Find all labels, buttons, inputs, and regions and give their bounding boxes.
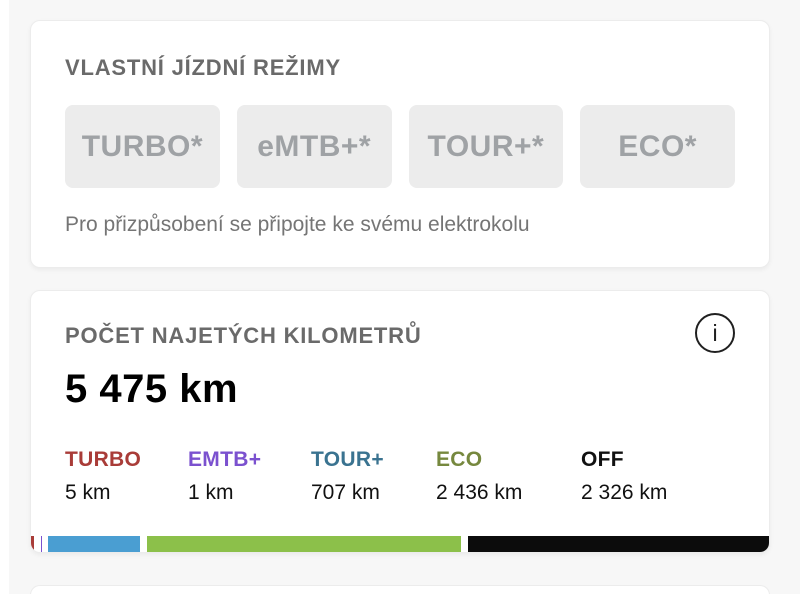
legend-value-eco: 2 436 km bbox=[436, 481, 523, 504]
legend-item-turbo: TURBO 5 km bbox=[65, 448, 188, 505]
legend-item-off: OFF 2 326 km bbox=[581, 448, 667, 505]
total-distance: 5 475 km bbox=[65, 367, 239, 411]
mode-button-emtb[interactable]: eMTB+* bbox=[236, 105, 392, 188]
legend-item-eco: ECO 2 436 km bbox=[436, 448, 581, 505]
legend-item-tour: TOUR+ 707 km bbox=[311, 448, 436, 505]
mileage-title: POČET NAJETÝCH KILOMETRŮ bbox=[65, 323, 422, 348]
legend-label-eco: ECO bbox=[436, 448, 483, 471]
legend-value-turbo: 5 km bbox=[65, 481, 111, 504]
custom-modes-title: VLASTNÍ JÍZDNÍ REŽIMY bbox=[65, 55, 341, 80]
mileage-header: POČET NAJETÝCH KILOMETRŮ i bbox=[65, 291, 735, 353]
bar-segment-tourplus bbox=[48, 536, 140, 552]
connect-hint: Pro přizpůsobení se připojte ke svému el… bbox=[65, 213, 530, 236]
bar-segment-off bbox=[468, 536, 769, 552]
left-edge-strip bbox=[0, 0, 9, 594]
mileage-stacked-bar bbox=[31, 536, 769, 552]
mode-button-turbo[interactable]: TURBO* bbox=[65, 105, 220, 188]
legend-value-off: 2 326 km bbox=[581, 481, 668, 504]
info-icon[interactable]: i bbox=[695, 313, 735, 353]
legend-value-emtb: 1 km bbox=[188, 481, 234, 504]
mode-buttons-row: TURBO* eMTB+* TOUR+* ECO* bbox=[65, 105, 735, 188]
legend-label-tour: TOUR+ bbox=[311, 448, 384, 471]
legend-value-tour: 707 km bbox=[311, 481, 380, 504]
bar-segment-turbo bbox=[31, 536, 34, 552]
legend-label-off: OFF bbox=[581, 448, 624, 471]
mode-button-eco[interactable]: ECO* bbox=[580, 105, 735, 188]
mileage-card: POČET NAJETÝCH KILOMETRŮ i 5 475 km TURB… bbox=[30, 290, 770, 553]
next-card-partial bbox=[30, 585, 770, 594]
legend-label-emtb: EMTB+ bbox=[188, 448, 262, 471]
mode-button-tour[interactable]: TOUR+* bbox=[408, 105, 564, 188]
info-icon-glyph: i bbox=[712, 319, 718, 346]
legend-label-turbo: TURBO bbox=[65, 448, 142, 471]
custom-modes-card: VLASTNÍ JÍZDNÍ REŽIMY TURBO* eMTB+* TOUR… bbox=[30, 20, 770, 268]
legend-item-emtb: EMTB+ 1 km bbox=[188, 448, 311, 505]
mileage-legend: TURBO 5 km EMTB+ 1 km TOUR+ 707 km ECO 2… bbox=[65, 448, 735, 505]
bar-segment-eco bbox=[146, 536, 462, 552]
